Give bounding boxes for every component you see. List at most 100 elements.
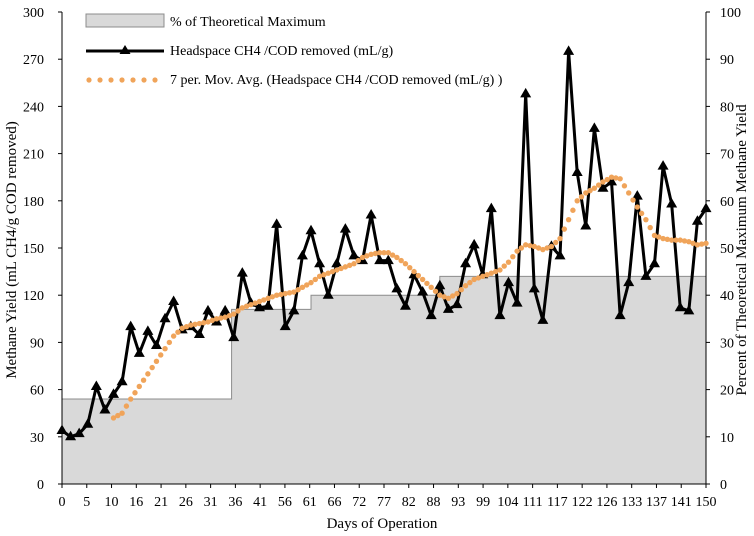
- y-axis-label-left: Methane Yield (mL CH4/g COD removed): [4, 121, 20, 379]
- methane-yield-point: [142, 325, 154, 335]
- x-tick-label: 56: [278, 495, 292, 510]
- y-right-tick-label: 10: [720, 431, 734, 446]
- x-tick-label: 111: [523, 495, 543, 510]
- moving-average-point: [299, 284, 306, 291]
- moving-average-dot: [647, 224, 653, 231]
- legend: % of Theoretical Maximum Headspace CH4 /…: [85, 13, 503, 88]
- methane-yield-point: [365, 208, 377, 219]
- methane-yield-point: [417, 286, 429, 296]
- moving-average-point: [600, 179, 606, 185]
- moving-average-point: [231, 311, 237, 317]
- moving-average-point: [136, 383, 142, 390]
- moving-average-point: [145, 371, 151, 377]
- methane-yield-point: [588, 122, 600, 132]
- legend-label-line: Headspace CH4 /COD removed (mL/g): [170, 44, 393, 59]
- x-tick-label: 77: [377, 495, 391, 510]
- x-tick-label: 150: [696, 495, 717, 510]
- methane-yield-point: [193, 328, 205, 339]
- y-right-tick-label: 100: [720, 6, 741, 21]
- moving-average-point: [342, 264, 349, 270]
- moving-average-dot: [561, 226, 568, 232]
- y-right-tick-label: 0: [720, 478, 727, 493]
- legend-label-area: % of Theoretical Maximum: [170, 15, 326, 30]
- moving-average-point: [377, 250, 383, 256]
- moving-average-dot: [338, 265, 344, 272]
- moving-average-dot: [381, 250, 387, 256]
- y-right-tick-label: 80: [720, 100, 734, 115]
- methane-yield-point: [288, 304, 300, 315]
- moving-average-point: [179, 325, 185, 331]
- moving-average-dot: [535, 245, 542, 251]
- methane-yield-point: [451, 298, 463, 309]
- x-tick-label: 122: [572, 495, 593, 510]
- moving-average-point: [162, 345, 168, 352]
- methane-yield-point: [391, 282, 403, 293]
- moving-average-dot: [140, 377, 147, 383]
- moving-average-dot: [398, 257, 404, 264]
- methane-yield-point: [399, 300, 411, 310]
- y-left-tick-label: 30: [30, 431, 44, 446]
- y-left-tick-label: 150: [23, 242, 44, 257]
- moving-average-dot: [441, 294, 447, 300]
- moving-average-dot: [192, 321, 198, 328]
- methane-yield-point: [116, 375, 128, 386]
- methane-yield-point: [503, 276, 515, 287]
- moving-average-dot: [252, 300, 258, 306]
- moving-average-point: [514, 248, 520, 254]
- moving-average-point: [188, 322, 194, 328]
- moving-average-dot: [664, 236, 671, 243]
- moving-average-dot: [587, 187, 593, 194]
- moving-average-point: [110, 415, 117, 421]
- moving-average-dot: [149, 364, 155, 371]
- moving-average-dot: [544, 245, 550, 251]
- methane-yield-point: [494, 309, 506, 320]
- moving-average-point: [480, 273, 486, 280]
- methane-yield-point: [648, 257, 660, 268]
- methane-yield-point: [348, 249, 360, 260]
- methane-yield-point: [425, 309, 437, 320]
- y-right-tick-label: 20: [720, 384, 734, 399]
- moving-average-dot: [166, 339, 173, 346]
- moving-average-point: [488, 270, 495, 276]
- moving-average-point: [239, 305, 246, 311]
- y-axis-label-right: Percent of Theoretical Maximum Methane Y…: [734, 104, 750, 396]
- moving-average-dot: [364, 253, 370, 259]
- methane-yield-point: [322, 289, 334, 299]
- moving-average-dot: [329, 268, 336, 275]
- moving-average-point: [428, 284, 434, 291]
- x-tick-label: 61: [303, 495, 317, 510]
- x-tick-label: 31: [204, 495, 218, 510]
- moving-average-point: [127, 396, 134, 402]
- methane-yield-point: [125, 320, 137, 331]
- moving-average-point: [368, 251, 374, 257]
- methane-yield-point: [691, 215, 703, 225]
- moving-average-point: [119, 410, 125, 416]
- moving-average-dot: [492, 268, 499, 275]
- y-right-tick-label: 70: [720, 148, 734, 163]
- methane-yield-point: [382, 254, 394, 265]
- moving-average-point: [694, 242, 701, 248]
- moving-average-dot: [209, 317, 215, 324]
- methane-yield-point: [90, 380, 102, 390]
- x-tick-label: 99: [476, 495, 490, 510]
- x-tick-label: 137: [646, 495, 667, 510]
- moving-average-dot: [484, 272, 490, 278]
- moving-average-point: [634, 204, 641, 210]
- methane-yield-point: [434, 279, 446, 290]
- moving-average-point: [170, 333, 177, 339]
- legend-label-mavg: 7 per. Mov. Avg. (Headspace CH4 /COD rem…: [170, 73, 503, 88]
- methane-yield-point: [82, 418, 94, 428]
- methane-yield-point: [520, 87, 532, 98]
- moving-average-dot: [218, 315, 224, 321]
- y-left-tick-label: 120: [23, 289, 44, 304]
- moving-average-point: [282, 290, 288, 297]
- moving-average-point: [668, 237, 675, 243]
- methane-yield-point: [253, 301, 265, 312]
- methane-yield-point: [296, 249, 308, 260]
- methane-yield-point: [554, 249, 566, 260]
- moving-average-point: [394, 254, 400, 261]
- moving-average-point: [291, 289, 297, 295]
- moving-average-dot: [407, 264, 413, 271]
- moving-average-dot: [638, 210, 645, 217]
- x-tick-label: 133: [621, 495, 642, 510]
